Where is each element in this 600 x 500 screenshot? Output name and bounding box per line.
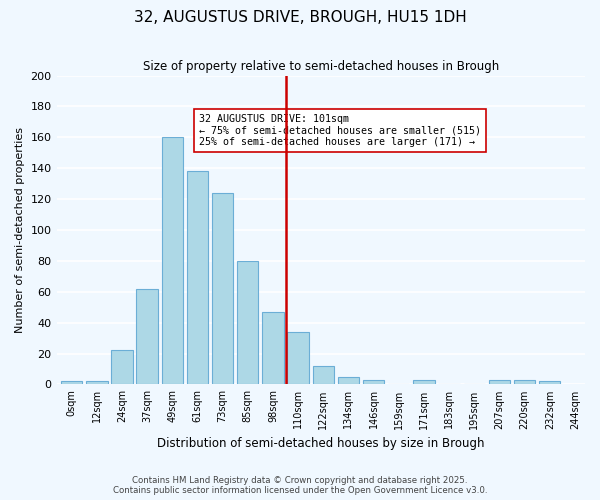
Title: Size of property relative to semi-detached houses in Brough: Size of property relative to semi-detach…: [143, 60, 499, 73]
Bar: [86, 382, 107, 384]
Text: Contains HM Land Registry data © Crown copyright and database right 2025.
Contai: Contains HM Land Registry data © Crown c…: [113, 476, 487, 495]
Bar: [161, 138, 183, 384]
Bar: [338, 376, 359, 384]
Bar: [514, 380, 535, 384]
Bar: [262, 312, 284, 384]
Bar: [539, 382, 560, 384]
Bar: [61, 382, 82, 384]
Bar: [237, 261, 259, 384]
Bar: [136, 288, 158, 384]
Y-axis label: Number of semi-detached properties: Number of semi-detached properties: [15, 127, 25, 333]
Bar: [363, 380, 385, 384]
Bar: [111, 350, 133, 384]
Text: 32 AUGUSTUS DRIVE: 101sqm
← 75% of semi-detached houses are smaller (515)
25% of: 32 AUGUSTUS DRIVE: 101sqm ← 75% of semi-…: [199, 114, 481, 148]
Bar: [413, 380, 434, 384]
Bar: [313, 366, 334, 384]
Text: 32, AUGUSTUS DRIVE, BROUGH, HU15 1DH: 32, AUGUSTUS DRIVE, BROUGH, HU15 1DH: [134, 10, 466, 25]
Bar: [212, 193, 233, 384]
X-axis label: Distribution of semi-detached houses by size in Brough: Distribution of semi-detached houses by …: [157, 437, 485, 450]
Bar: [187, 172, 208, 384]
Bar: [287, 332, 309, 384]
Bar: [489, 380, 510, 384]
